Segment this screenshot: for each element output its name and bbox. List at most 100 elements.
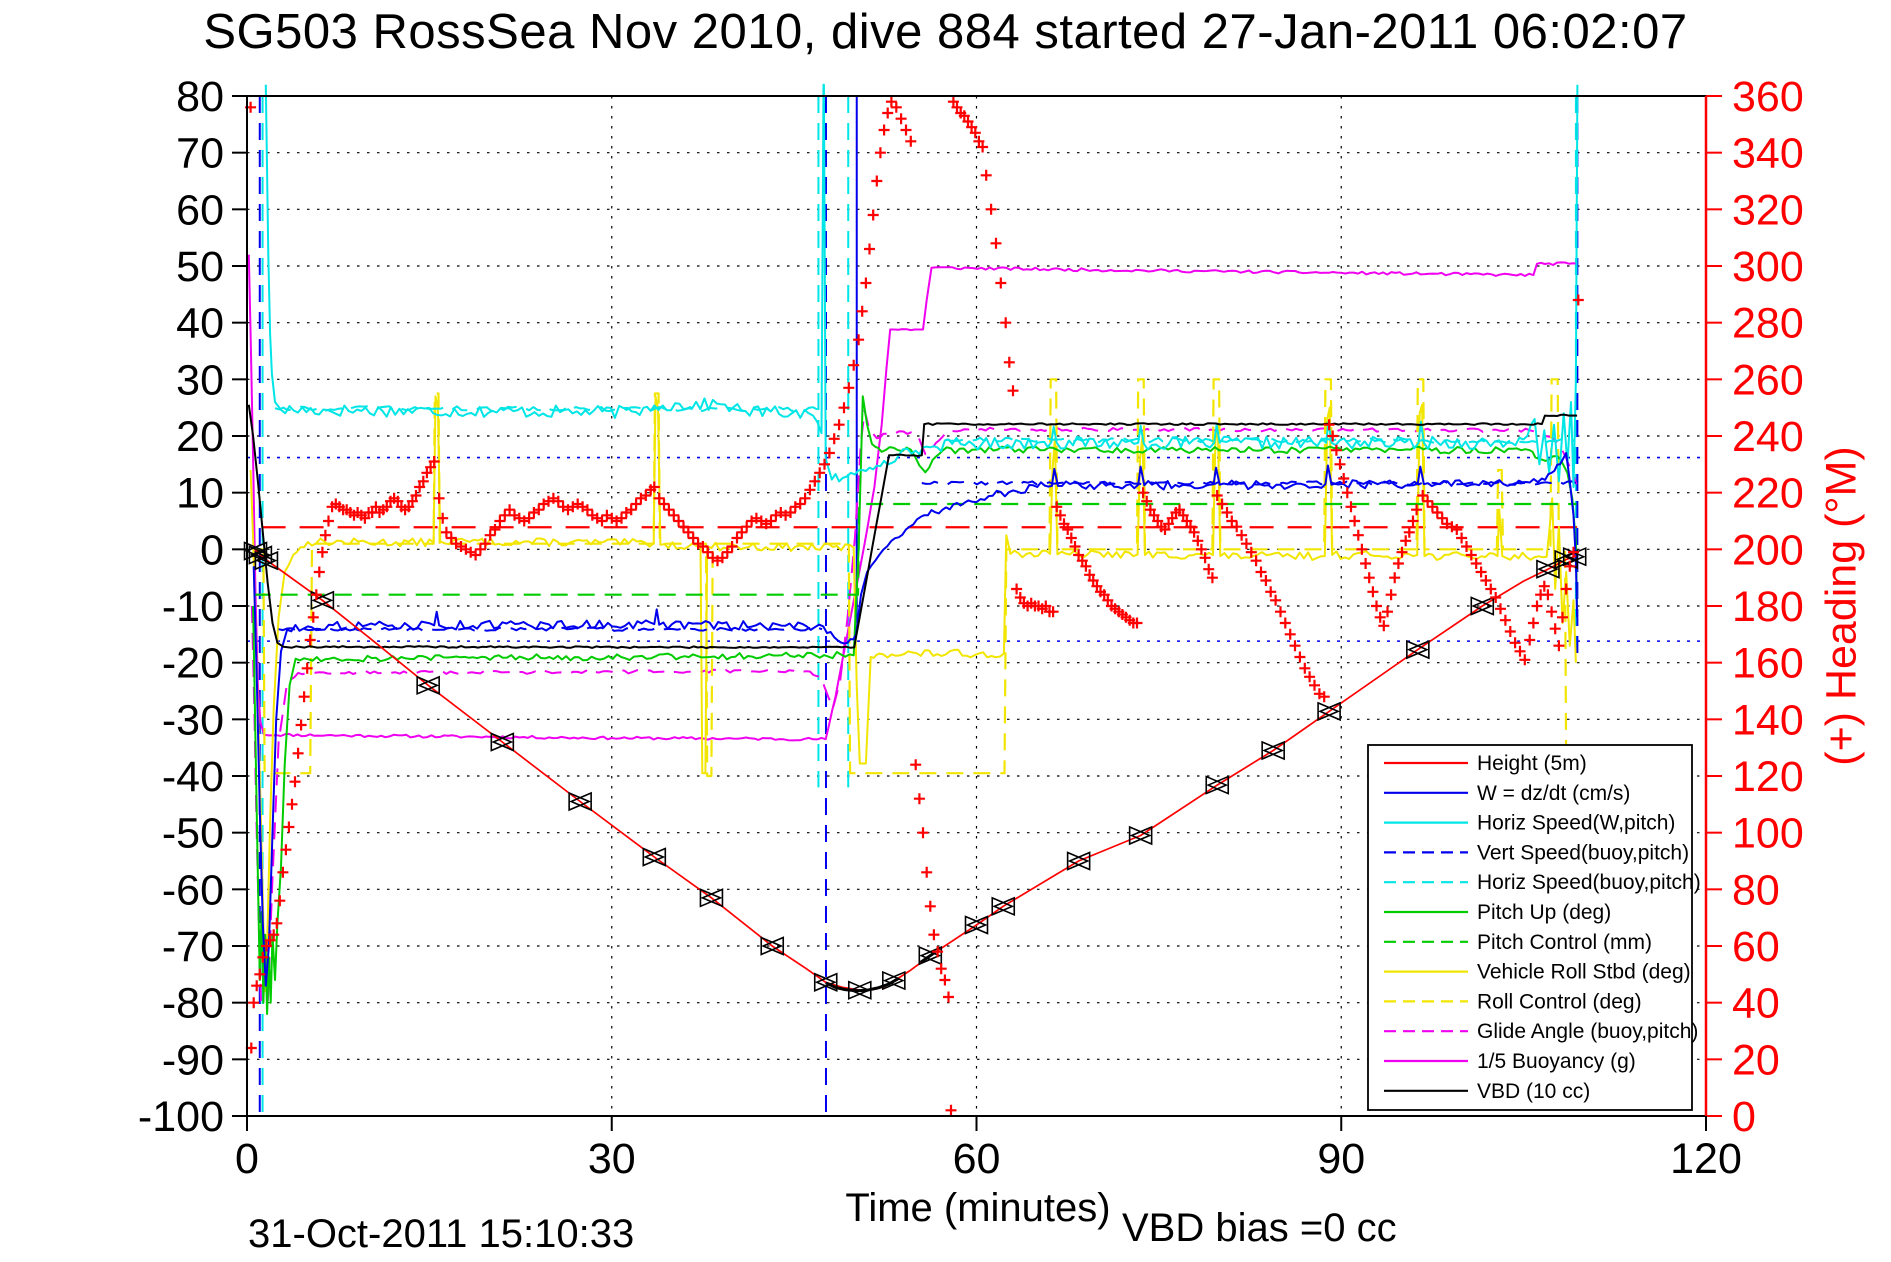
heading-plus [1270, 594, 1282, 606]
x-tick-label: 30 [588, 1135, 636, 1183]
heading-plus [932, 946, 944, 958]
heading-plus [890, 101, 902, 113]
heading-plus [1553, 640, 1565, 652]
height-marker [1317, 701, 1341, 722]
heading-plus [1137, 487, 1149, 499]
heading-plus [479, 538, 491, 550]
heading-plus [1255, 566, 1267, 578]
heading-plus [319, 529, 331, 541]
left-tick-label: -30 [162, 696, 224, 744]
series-buoyancy [247, 254, 1578, 742]
heading-plus [1087, 575, 1099, 586]
heading-plus [392, 495, 404, 507]
heading-plus [905, 135, 917, 147]
heading-plus [1572, 294, 1584, 306]
heading-plus [1226, 515, 1238, 527]
right-axis-label: (+) Heading (°M) [1817, 446, 1866, 766]
heading-plus [1349, 515, 1361, 527]
legend-label: Vehicle Roll Stbd (deg) [1477, 961, 1691, 984]
left-tick-label: -60 [162, 866, 224, 914]
heading-plus [295, 719, 307, 731]
heading-plus [943, 991, 954, 1003]
heading-plus [1560, 583, 1572, 595]
heading-plus [1260, 575, 1272, 586]
heading-plus [947, 96, 959, 108]
reference-lines [247, 456, 1706, 642]
height-marker [1470, 596, 1495, 616]
height-marker [1066, 851, 1091, 871]
heading-plus [799, 492, 811, 504]
heading-plus [990, 237, 1002, 249]
heading-plus [1456, 532, 1468, 544]
heading-plus [1417, 490, 1429, 501]
heading-plus [980, 169, 992, 181]
left-tick-label: -80 [162, 980, 224, 1028]
heading-plus [301, 662, 313, 674]
heading-plus [1289, 640, 1301, 652]
right-tick-label: 220 [1732, 470, 1804, 518]
heading-plus [283, 821, 295, 833]
heading-plus [716, 552, 728, 564]
heading-plus [248, 997, 260, 1009]
heading-plus [973, 135, 985, 147]
heading-plus [1245, 546, 1257, 558]
heading-plus [1098, 589, 1110, 601]
heading-plus [1309, 679, 1320, 691]
legend-label: Pitch Up (deg) [1477, 901, 1611, 924]
heading-plus [425, 461, 437, 473]
height-marker [416, 675, 440, 696]
height-marker [642, 847, 667, 867]
heading-plus [370, 501, 382, 513]
heading-plus [359, 512, 371, 524]
height-marker [1406, 639, 1430, 660]
left-tick-label: 40 [176, 300, 224, 348]
heading-plus [1378, 620, 1390, 632]
heading-plus [1011, 583, 1023, 595]
heading-plus [736, 526, 748, 538]
heading-plus [261, 940, 272, 952]
heading-plus [533, 504, 545, 516]
heading-plus [1102, 594, 1114, 606]
height-marker [1205, 775, 1230, 795]
heading-plus [1040, 600, 1052, 612]
heading-plus [1374, 611, 1386, 623]
heading-plus [1411, 504, 1423, 516]
heading-plus [1231, 521, 1243, 533]
heading-plus [1174, 504, 1185, 516]
x-tick-label: 90 [1317, 1135, 1365, 1183]
heading-plus [381, 501, 393, 513]
series-w-dzdt [252, 452, 1579, 987]
height-marker [310, 590, 335, 611]
heading-plus [1345, 501, 1357, 513]
heading-plus [864, 243, 875, 255]
heading-plus [1499, 614, 1511, 626]
heading-plus [470, 549, 482, 561]
heading-plus [1514, 645, 1526, 657]
left-tick-label: 30 [176, 356, 224, 404]
heading-plus [958, 110, 970, 122]
heading-plus [289, 776, 301, 788]
heading-plus [838, 402, 850, 414]
heading-plus [307, 611, 319, 623]
heading-plus [928, 929, 940, 941]
heading-plus [1403, 526, 1415, 538]
series-horiz-speed-buoy-dive [274, 405, 818, 413]
heading-plus [1367, 586, 1379, 598]
heading-plus [1141, 495, 1153, 507]
left-tick-label: -10 [162, 583, 224, 631]
heading-plus [653, 492, 665, 504]
heading-plus [1327, 430, 1339, 442]
heading-plus [1352, 529, 1364, 541]
heading-plus [494, 515, 506, 527]
timestamp-label: 31-Oct-2011 15:10:33 [248, 1212, 635, 1256]
heading-plus [1279, 617, 1291, 629]
heading-plus [1181, 515, 1193, 527]
heading-plus [856, 305, 868, 317]
heading-plus [1199, 552, 1211, 564]
heading-plus [304, 634, 316, 646]
heading-plus [1451, 524, 1463, 535]
heading-plus [814, 467, 826, 479]
heading-plus [765, 515, 777, 527]
gridlines [247, 96, 1706, 1116]
